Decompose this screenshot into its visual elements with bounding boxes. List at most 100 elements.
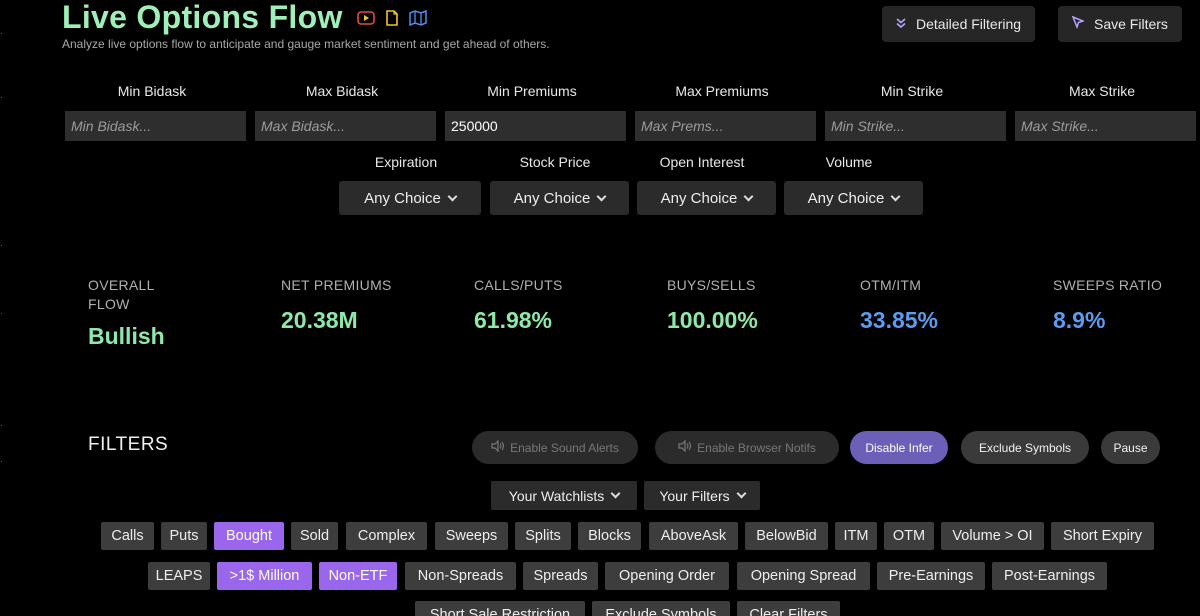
max-premiums-input[interactable] [635,111,816,141]
your-filters-select[interactable]: Your Filters [644,481,760,510]
stat-otm-itm: OTM/ITM 33.85% [860,276,938,334]
expiration-label: Expiration [374,154,438,170]
sidebar-edge: · · · · · · [0,0,8,616]
stat-label: CALLS/PUTS [474,277,563,293]
pause-button[interactable]: Pause [1101,431,1160,464]
stat-value: 100.00% [667,307,758,333]
chevron-down-icon [736,488,747,499]
min-bidask-label: Min Bidask [117,83,187,99]
min-premiums-label: Min Premiums [487,83,577,99]
speaker-icon [678,439,692,455]
filter-chip-otm[interactable]: OTM [884,522,934,550]
max-bidask-input[interactable] [255,111,436,141]
stat-value: 33.85% [860,307,939,333]
filter-chip-short-sale-restriction[interactable]: Short Sale Restriction [415,601,585,616]
stock-price-select-value: Any Choice [513,189,591,207]
stat-value: 8.9% [1053,307,1106,333]
filter-chip-calls[interactable]: Calls [101,522,154,550]
volume-label: Volume [825,154,873,170]
filter-chip-splits[interactable]: Splits [515,522,571,550]
chevron-down-icon [610,488,621,499]
max-strike-input[interactable] [1015,111,1196,141]
filter-chip-itm[interactable]: ITM [835,522,877,550]
filter-chip-aboveask[interactable]: AboveAsk [649,522,738,550]
stock-price-label: Stock Price [519,154,591,170]
filter-chip-non-spreads[interactable]: Non-Spreads [405,562,516,590]
stat-sweeps-ratio: SWEEPS RATIO 8.9% [1053,276,1162,334]
stat-label: FLOW [88,296,130,312]
volume-select[interactable]: Any Choice [784,181,923,215]
chevron-down-icon [743,191,754,201]
stat-label: NET PREMIUMS [281,277,392,293]
stat-calls-puts: CALLS/PUTS 61.98% [474,276,563,334]
filter-chip-leaps[interactable]: LEAPS [148,562,210,590]
filter-chip-volume-oi[interactable]: Volume > OI [941,522,1044,550]
min-premiums-input[interactable] [445,111,626,141]
stat-overall-flow: OVERALL FLOW Bullish [88,276,165,350]
max-strike-label: Max Strike [1068,83,1136,99]
filter-chip-belowbid[interactable]: BelowBid [745,522,828,550]
double-chevron-down-icon [896,17,906,32]
chevron-down-icon [890,191,901,201]
filter-chip-blocks[interactable]: Blocks [578,522,641,550]
disable-infer-button[interactable]: Disable Infer [850,431,948,464]
detailed-filtering-label: Detailed Filtering [916,16,1022,32]
sidebar-edge-mark: · [0,92,3,102]
stat-label: BUYS/SELLS [667,277,756,293]
filters-title: FILTERS [88,434,169,455]
cursor-icon [1071,15,1086,32]
filter-chip-bought[interactable]: Bought [214,522,284,550]
sidebar-edge-mark: · [0,308,3,318]
stat-value: 61.98% [474,307,553,333]
filter-chip-exclude-symbols[interactable]: Exclude Symbols [592,601,730,616]
detailed-filtering-button[interactable]: Detailed Filtering [882,6,1036,42]
save-filters-label: Save Filters [1094,16,1168,32]
youtube-icon[interactable] [356,10,375,26]
filter-chip-non-etf[interactable]: Non-ETF [319,562,397,590]
exclude-symbols-button[interactable]: Exclude Symbols [961,431,1089,464]
watchlists-select[interactable]: Your Watchlists [491,481,637,510]
filter-chip-puts[interactable]: Puts [161,522,207,550]
clear-filters-button[interactable]: Clear Filters [737,601,840,616]
min-bidask-input[interactable] [65,111,246,141]
min-strike-label: Min Strike [880,83,944,99]
map-icon[interactable] [408,10,427,26]
max-premiums-label: Max Premiums [675,83,769,99]
enable-sound-alerts-label: Enable Sound Alerts [510,440,619,455]
stat-value: 20.38M [281,307,358,333]
stat-label: OTM/ITM [860,277,922,293]
speaker-icon [491,439,505,455]
open-interest-select[interactable]: Any Choice [637,181,776,215]
filter-chip-opening-spread[interactable]: Opening Spread [737,562,870,590]
filter-chip-sweeps[interactable]: Sweeps [435,522,508,550]
enable-sound-alerts-button[interactable]: Enable Sound Alerts [472,431,638,464]
sidebar-edge-mark: · [0,28,3,38]
page-title: Live Options Flow [62,0,343,35]
filter-chip-pre-earnings[interactable]: Pre-Earnings [877,562,985,590]
filter-chip-post-earnings[interactable]: Post-Earnings [992,562,1107,590]
chevron-down-icon [447,191,458,201]
stat-buys-sells: BUYS/SELLS 100.00% [667,276,758,334]
min-strike-input[interactable] [825,111,1006,141]
filter-chip-sold[interactable]: Sold [291,522,338,550]
chevron-down-icon [596,191,607,201]
sidebar-edge-mark: · [0,456,3,466]
max-bidask-label: Max Bidask [305,83,379,99]
stat-label: OVERALL [88,277,155,293]
expiration-select[interactable]: Any Choice [339,181,481,215]
filter-chip-spreads[interactable]: Spreads [523,562,598,590]
document-icon[interactable] [383,10,401,26]
volume-select-value: Any Choice [807,189,885,207]
filter-chip-opening-order[interactable]: Opening Order [605,562,729,590]
filter-chip-complex[interactable]: Complex [346,522,427,550]
enable-browser-notifs-button[interactable]: Enable Browser Notifs [655,431,839,464]
stat-value: Bullish [88,323,165,349]
expiration-select-value: Any Choice [364,189,441,207]
filter-chip-short-expiry[interactable]: Short Expiry [1051,522,1154,550]
save-filters-button[interactable]: Save Filters [1058,6,1182,42]
stat-label: SWEEPS RATIO [1053,277,1163,293]
stock-price-select[interactable]: Any Choice [490,181,629,215]
filter-chip-over-1-million[interactable]: >1$ Million [217,562,312,590]
stat-net-premiums: NET PREMIUMS 20.38M [281,276,392,334]
watchlists-select-value: Your Watchlists [508,487,605,504]
